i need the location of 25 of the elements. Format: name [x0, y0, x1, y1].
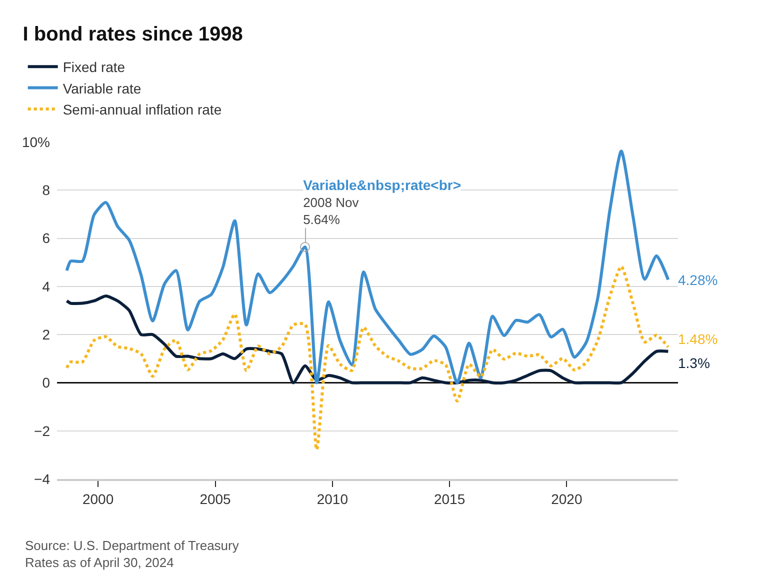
x-tick-label: 2020: [551, 490, 582, 507]
x-tick-label: 2000: [82, 490, 114, 507]
legend-label: Semi-annual inflation rate: [62, 101, 222, 118]
line-series: [65, 264, 670, 452]
y-tick-label: 4: [42, 278, 50, 294]
legend-label: Variable rate: [62, 80, 142, 96]
legend-label: Fixed rate: [62, 59, 126, 76]
x-tick-label: 2005: [200, 490, 232, 507]
y-tick-label: 6: [42, 230, 50, 246]
y-tick-label: −2: [34, 422, 50, 439]
x-tick-label: 2015: [434, 490, 466, 507]
y-tick-label: 10%: [22, 134, 50, 150]
y-tick-label: 0: [42, 374, 50, 391]
x-tick-label: 2010: [316, 490, 348, 507]
chart-title: I bond rates since 1998: [22, 23, 243, 46]
annotation: 4.28%: [678, 272, 718, 288]
line-series: [65, 294, 670, 384]
annotation: 1.48%: [678, 331, 718, 347]
annotation: 1.3%: [678, 355, 710, 371]
annotation: Variable&nbsp;rate<br> 2008 Nov 5.64%: [303, 176, 462, 228]
line-series: [65, 150, 670, 384]
y-tick-label: −4: [34, 470, 50, 487]
y-tick-label: 8: [42, 182, 50, 198]
y-tick-label: 2: [42, 326, 50, 342]
source-note: Source: U.S. Department of Treasury Rates as of April 30, 2024: [25, 538, 240, 570]
